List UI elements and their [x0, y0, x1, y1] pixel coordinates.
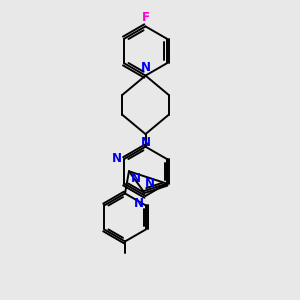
- Text: F: F: [142, 11, 149, 24]
- Text: N: N: [140, 136, 151, 148]
- Text: N: N: [112, 152, 122, 165]
- Text: N: N: [134, 197, 144, 210]
- Text: N: N: [140, 61, 151, 74]
- Text: N: N: [131, 172, 141, 185]
- Text: N: N: [145, 177, 155, 190]
